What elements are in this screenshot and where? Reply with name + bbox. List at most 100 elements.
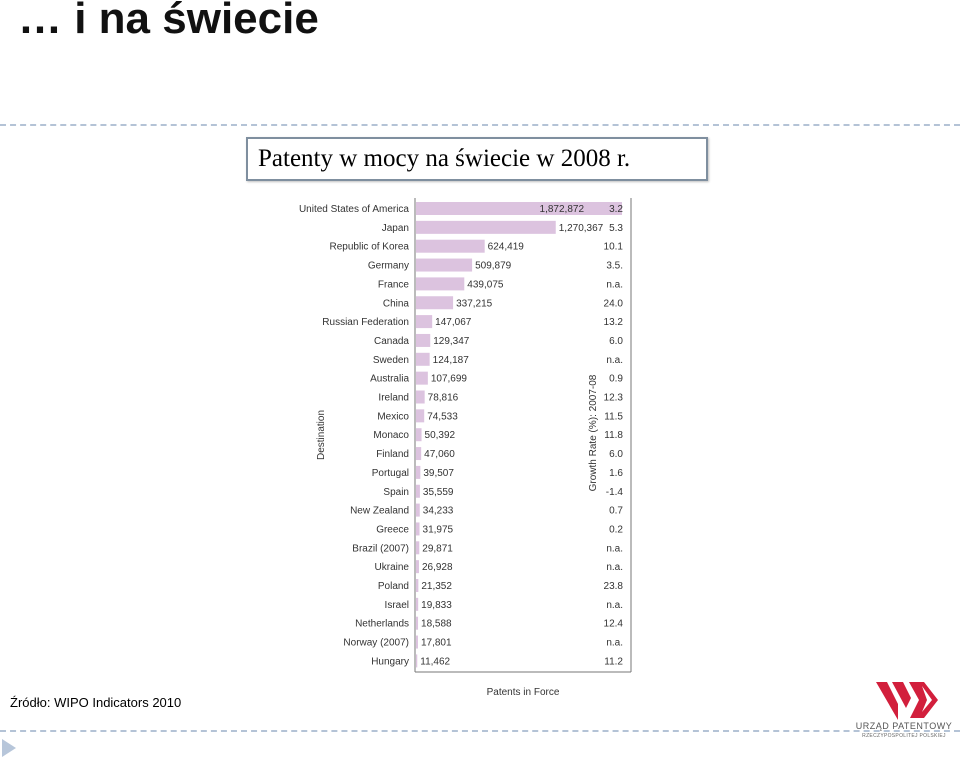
- bar: [416, 616, 419, 630]
- growth-rate-label: 11.2: [604, 656, 623, 667]
- value-label: 34,233: [423, 506, 454, 517]
- growth-rate-label: 10.1: [604, 242, 624, 253]
- growth-rate-label: 1.6: [609, 468, 623, 479]
- logo-subtitle: RZECZYPOSPOLITEJ POLSKIEJ: [862, 733, 946, 739]
- growth-rate-label: 6.0: [609, 336, 623, 347]
- value-label: 18,588: [421, 619, 452, 630]
- value-label: 39,507: [423, 468, 454, 479]
- bar: [416, 560, 419, 574]
- bar: [416, 258, 473, 272]
- logo-name: URZĄD PATENTOWY: [855, 721, 953, 731]
- bar: [416, 315, 433, 329]
- value-label: 78,816: [428, 393, 459, 404]
- bar: [416, 333, 431, 347]
- bar: [416, 579, 419, 592]
- category-label: Russian Federation: [322, 317, 409, 328]
- bar: [416, 522, 420, 536]
- growth-rate-label: n.a.: [606, 279, 623, 290]
- value-label: 47,060: [424, 449, 455, 460]
- growth-rate-label: -1.4: [606, 487, 624, 498]
- value-labels: 1,872,872 1,270,367 624,419 509,879 439,075 3…: [420, 204, 603, 667]
- category-label: Netherlands: [355, 619, 409, 630]
- bar: [416, 220, 556, 234]
- chart-title: Patenty w mocy na świecie w 2008 r.: [246, 137, 708, 181]
- value-label: 439,075: [467, 279, 504, 290]
- bar: [416, 239, 485, 253]
- source-note: Źródło: WIPO Indicators 2010: [10, 695, 182, 710]
- growth-rate-label: n.a.: [606, 638, 623, 649]
- y-axis-title: Destination: [316, 410, 327, 460]
- category-label: Japan: [382, 223, 409, 234]
- category-label: Mexico: [377, 411, 409, 422]
- patent-office-logo: URZĄD PATENTOWY RZECZYPOSPOLITEJ POLSKIE…: [852, 680, 956, 742]
- category-label: Monaco: [373, 430, 409, 441]
- category-label: United States of America: [299, 204, 409, 215]
- value-label: 509,879: [475, 261, 512, 272]
- value-label: 624,419: [488, 242, 525, 253]
- growth-rate-label: 6.0: [609, 449, 623, 460]
- patent-office-logo-icon: [876, 682, 938, 720]
- category-label: Israel: [385, 600, 409, 611]
- growth-rate-label: 11.5: [604, 411, 623, 422]
- category-label: Republic of Korea: [330, 242, 410, 253]
- category-label: Canada: [374, 336, 409, 347]
- value-label: 1,270,367: [559, 223, 604, 234]
- growth-rate-label: n.a.: [606, 543, 623, 554]
- bar: [416, 202, 623, 215]
- growth-rate-label: 24.0: [604, 298, 624, 309]
- bar: [416, 277, 465, 291]
- category-label: Ireland: [378, 393, 409, 404]
- value-label: 35,559: [423, 487, 454, 498]
- right-axis-title: Growth Rate (%): 2007-08: [588, 374, 599, 491]
- category-label: China: [383, 298, 410, 309]
- x-axis-title: Patents in Force: [487, 687, 560, 698]
- category-label: New Zealand: [350, 506, 409, 517]
- bar: [416, 390, 425, 404]
- growth-rate-label: 0.7: [609, 506, 623, 517]
- next-slide-arrow-icon[interactable]: [2, 739, 16, 757]
- bar: [416, 371, 428, 385]
- category-label: Norway (2007): [343, 638, 409, 649]
- category-label: Finland: [376, 449, 409, 460]
- category-label: Poland: [378, 581, 409, 592]
- category-labels: United States of America Japan Republic of…: [299, 204, 410, 667]
- growth-rate-label: 3.2: [609, 204, 623, 215]
- growth-rate-label: n.a.: [606, 562, 623, 573]
- growth-rate-label: 12.3: [604, 393, 624, 404]
- value-label: 11,462: [420, 656, 450, 667]
- bar: [416, 541, 420, 555]
- category-label: Germany: [368, 261, 409, 272]
- top-dashed-divider: [0, 124, 960, 126]
- value-label: 31,975: [423, 524, 454, 535]
- category-label: Brazil (2007): [352, 543, 409, 554]
- category-label: Ukraine: [375, 562, 410, 573]
- growth-rate-label: 11.8: [604, 430, 623, 441]
- category-label: Hungary: [371, 656, 409, 667]
- bottom-dashed-divider: [0, 730, 960, 732]
- category-label: Australia: [370, 374, 409, 385]
- value-label: 124,187: [433, 355, 470, 366]
- growth-rate-label: n.a.: [606, 600, 623, 611]
- growth-rate-label: 13.2: [604, 317, 624, 328]
- category-label: Spain: [383, 487, 409, 498]
- bar: [416, 409, 425, 423]
- growth-rate-label: 12.4: [604, 619, 624, 630]
- value-label: 19,833: [421, 600, 452, 611]
- growth-rate-label: 0.2: [609, 524, 623, 535]
- value-label: 1,872,872: [540, 204, 585, 215]
- value-label: 26,928: [422, 562, 453, 573]
- bar: [416, 465, 421, 479]
- bar: [416, 428, 422, 442]
- bar: [416, 447, 422, 461]
- growth-rate-label: 23.8: [604, 581, 624, 592]
- category-label: France: [378, 279, 410, 290]
- bar: [416, 654, 418, 668]
- value-label: 147,067: [435, 317, 472, 328]
- value-label: 29,871: [422, 543, 453, 554]
- category-label: Sweden: [373, 355, 409, 366]
- bar: [416, 635, 418, 649]
- value-label: 21,352: [421, 581, 452, 592]
- growth-rate-label: n.a.: [606, 355, 623, 366]
- value-label: 337,215: [456, 298, 493, 309]
